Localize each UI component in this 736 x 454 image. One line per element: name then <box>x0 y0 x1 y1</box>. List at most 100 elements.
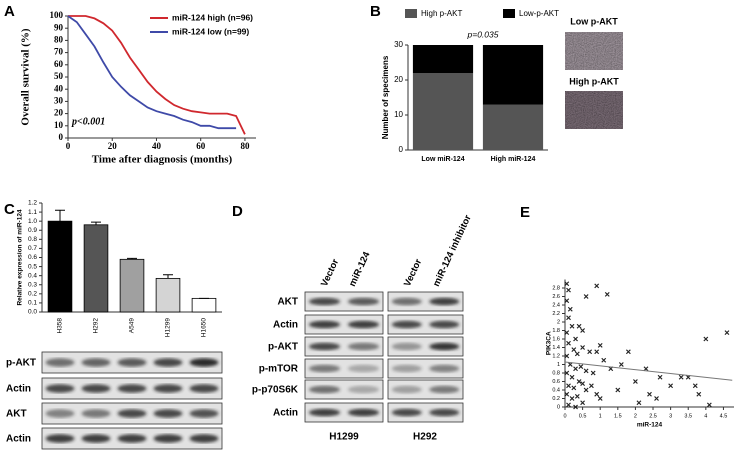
blot-band <box>391 342 422 351</box>
y-tick-label: 0.6 <box>552 379 560 385</box>
y-tick-label: 0.4 <box>552 387 560 393</box>
blot-strip <box>304 291 384 312</box>
scatter-point <box>597 342 603 348</box>
scatter-point <box>588 383 594 389</box>
y-tick-label: 10 <box>54 120 64 130</box>
scatter-point <box>654 396 659 401</box>
blot-label: p-mTOR <box>259 364 299 375</box>
lane-label: Vector <box>402 257 424 288</box>
y-tick-label: 0.3 <box>28 281 37 288</box>
lane-label: miR-124 inhibitor <box>431 213 474 288</box>
panel-label: D <box>232 203 243 220</box>
bar <box>119 258 145 313</box>
scatter-point <box>564 391 570 397</box>
scatter-point <box>643 366 649 372</box>
scatter-point <box>571 385 577 391</box>
legend-label: High p-AKT <box>421 9 462 18</box>
bar-segment <box>412 73 474 150</box>
y-tick-label: 0.4 <box>28 272 37 279</box>
error-bar <box>163 274 173 279</box>
y-tick-label: 1.2 <box>552 353 560 359</box>
scatter-point <box>604 291 610 297</box>
scatter-point <box>583 387 589 393</box>
x-tick-label: High miR-124 <box>491 156 536 163</box>
y-tick-label: 90 <box>54 22 64 32</box>
blot-band <box>189 358 219 367</box>
scatter-point <box>632 379 638 384</box>
x-tick-label: 4.5 <box>720 413 728 419</box>
y-tick-label: 20 <box>54 108 64 118</box>
blot-strip <box>304 314 384 335</box>
lane-label: Vector <box>319 257 341 288</box>
panel-label: C <box>4 201 15 218</box>
scatter-point <box>566 402 571 408</box>
legend-label: miR-124 high (n=96) <box>172 12 253 22</box>
scatter-point <box>647 391 652 397</box>
scatter-point <box>564 370 570 376</box>
scatter-point <box>567 306 573 312</box>
x-tick-label: 2.5 <box>649 413 657 419</box>
annotation: p<0.001 <box>71 116 105 127</box>
x-tick-label: 1 <box>599 413 602 419</box>
scatter-point <box>564 330 570 336</box>
x-tick-label: 80 <box>240 141 250 151</box>
scatter-point <box>703 336 709 342</box>
blot-band <box>81 409 111 418</box>
x-tick-label: Low miR-124 <box>421 156 464 163</box>
y-tick-label: 100 <box>50 10 64 20</box>
y-tick-label: 30 <box>394 40 403 49</box>
blot-band <box>429 320 460 329</box>
blot-band <box>391 408 422 417</box>
blot-band <box>391 364 422 373</box>
blot-strip <box>304 402 384 423</box>
blot-band <box>308 408 341 417</box>
blot-label: p-AKT <box>6 358 36 369</box>
scatter-point <box>587 349 593 355</box>
blot-band <box>347 385 380 394</box>
blot-label: Actin <box>6 384 31 395</box>
blot-band <box>189 409 219 418</box>
y-tick-label: 1.6 <box>552 336 560 342</box>
scatter-point <box>580 345 586 350</box>
blot-band <box>189 384 219 393</box>
blot-band <box>117 434 147 443</box>
y-tick-label: 0.8 <box>552 370 560 376</box>
scatter-point <box>678 374 684 380</box>
scatter-point <box>601 357 607 363</box>
blot-band <box>308 320 341 329</box>
y-tick-label: 0 <box>557 404 560 410</box>
blot-band <box>347 364 380 373</box>
scatter-point <box>580 381 586 387</box>
image-label: High p-AKT <box>569 76 619 86</box>
blot-band <box>347 297 380 306</box>
blot-label: p-AKT <box>268 342 298 353</box>
blot-band <box>153 409 183 418</box>
bar-segment <box>482 45 544 105</box>
legend-label: miR-124 low (n=99) <box>172 26 249 36</box>
y-tick-label: 60 <box>54 59 64 69</box>
blot-label: AKT <box>6 409 27 420</box>
blot-band <box>117 409 147 418</box>
blot-band <box>117 384 147 393</box>
x-tick-label: 0.5 <box>579 413 587 419</box>
survival-curve <box>67 15 237 130</box>
y-axis-label: Overall survival (%) <box>20 28 32 125</box>
panel-label: E <box>520 204 530 221</box>
scatter-point <box>578 364 584 370</box>
blot-band <box>45 384 75 393</box>
y-tick-label: 1.1 <box>28 209 37 216</box>
scatter-point <box>692 383 698 389</box>
blot-strip <box>387 379 464 400</box>
y-tick-label: 1.2 <box>28 200 37 207</box>
blot-band <box>429 297 460 306</box>
y-tick-label: 0.8 <box>28 236 37 243</box>
blot-band <box>189 434 219 443</box>
error-bar <box>91 221 101 225</box>
blot-band <box>391 297 422 306</box>
x-tick-label: H358 <box>57 318 64 334</box>
blot-band <box>308 364 341 373</box>
scatter-point <box>618 362 624 367</box>
x-tick-label: 3 <box>669 413 672 419</box>
scatter-point <box>571 347 577 353</box>
blot-strip <box>387 336 464 357</box>
